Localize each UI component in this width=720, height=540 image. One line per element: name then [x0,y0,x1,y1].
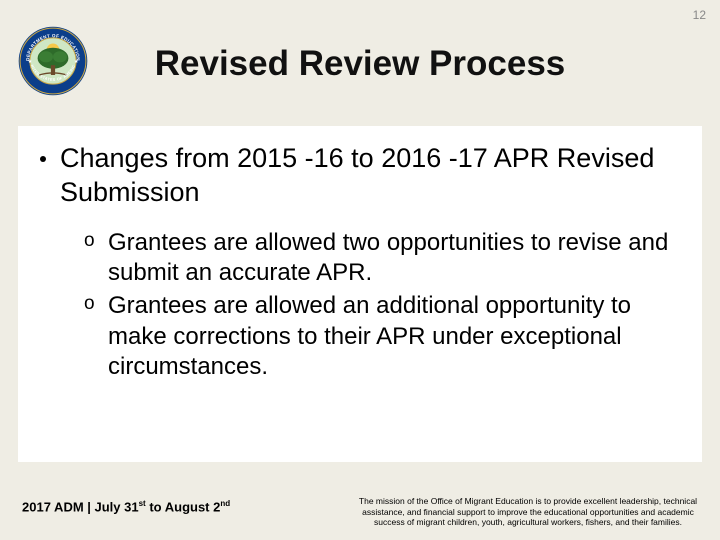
sub-marker-icon: o [84,291,100,318]
footer-mission: The mission of the Office of Migrant Edu… [358,496,698,528]
main-bullet-text: Changes from 2015 -16 to 2016 -17 APR Re… [60,142,680,210]
bullet-dot-icon [40,156,46,162]
footer-sup2: nd [220,499,230,508]
sub-item-text: Grantees are allowed two opportunities t… [108,228,680,289]
main-bullet: Changes from 2015 -16 to 2016 -17 APR Re… [40,142,680,210]
sub-list: o Grantees are allowed two opportunities… [84,228,680,384]
footer-date-mid: to August 2 [146,499,221,514]
footer-date-prefix: 2017 ADM | July 31 [22,499,139,514]
slide-title: Revised Review Process [0,44,720,84]
list-item: o Grantees are allowed an additional opp… [84,291,680,383]
page-number: 12 [693,8,706,22]
sub-marker-icon: o [84,228,100,255]
sub-item-text: Grantees are allowed an additional oppor… [108,291,680,383]
footer-left: 2017 ADM | July 31st to August 2nd [22,499,230,514]
footer-sup1: st [139,499,146,508]
content-panel: Changes from 2015 -16 to 2016 -17 APR Re… [18,126,702,462]
list-item: o Grantees are allowed two opportunities… [84,228,680,289]
